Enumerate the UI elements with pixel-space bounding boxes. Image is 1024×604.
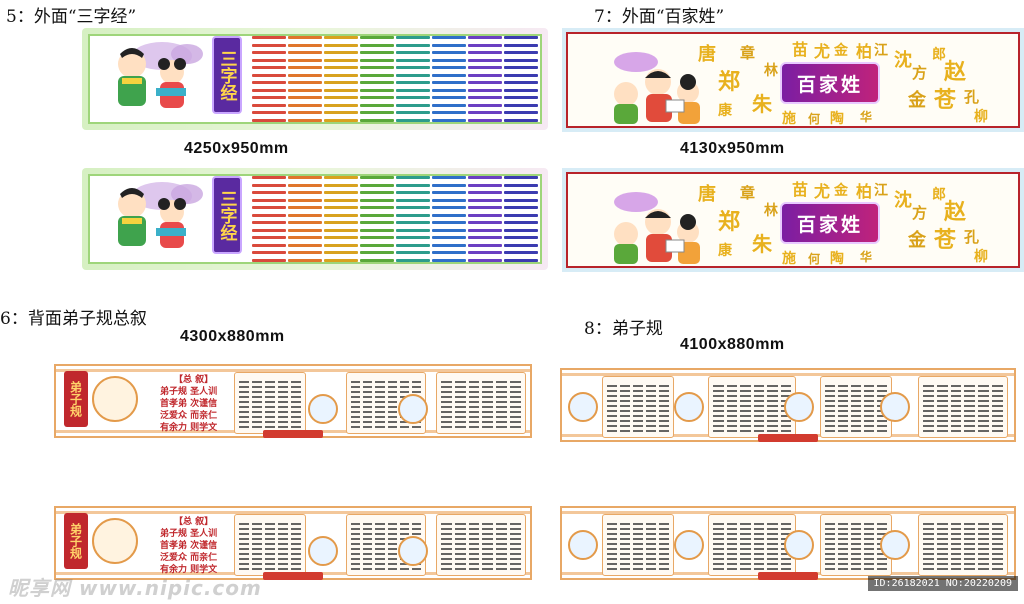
sanzijing-title-plaque: 三字经 [212,176,242,254]
baijiaxing-title-banner: 百家姓 [780,62,880,104]
text-section [820,376,892,438]
footer-tag [263,430,323,438]
baijiaxing-panel-2: 唐 郑 章 朱 林 康 苗 尤 金 柏 江 施 何 陶 华 沈 方 郎 赵 金 … [562,168,1024,272]
dizigui-summary-panel-2: 弟子规 【总 叙】 弟子规 圣人训 首孝弟 次谨信 泛爱众 而亲仁 有余力 则学… [54,506,532,580]
children-illustration [118,182,203,248]
sage-portrait [92,376,138,422]
text-section [602,514,674,576]
section-7-size: 4130x950mm [680,140,785,157]
section-8-label: 8：弟子规 [584,319,663,339]
summary-line: 弟子规 圣人训 [160,387,218,397]
dizigui-panel-2 [560,506,1016,580]
summary-line: 有余力 则学文 [160,423,218,433]
summary-line: 泛爱众 而亲仁 [160,411,218,421]
section-6-size: 4300x880mm [180,328,285,345]
summary-heading: 【总 叙】 [174,517,214,527]
summary-heading: 【总 叙】 [174,375,214,385]
footer-tag [758,572,818,580]
panel-title: 三字经 [216,49,237,101]
text-section [602,376,674,438]
children-illustration [118,42,203,108]
child-illustration [784,530,814,560]
panel-title: 百家姓 [796,73,863,96]
summary-line: 首孝弟 次谨信 [160,399,218,409]
dizigui-emblem: 弟子规 [64,371,88,427]
child-illustration [784,392,814,422]
image-id-bar: ID:26182021 NO:20220209 [867,576,1018,591]
child-illustration [308,394,338,424]
section-8-size: 4100x880mm [680,336,785,353]
section-6-label: 6：背面弟子规总叙 [0,309,147,329]
child-illustration [880,392,910,422]
summary-line: 弟子规 圣人训 [160,529,218,539]
summary-line: 首孝弟 次谨信 [160,541,218,551]
section-7-label: 7：外面“百家姓” [594,7,725,27]
dizigui-emblem: 弟子规 [64,513,88,569]
children-reading-illustration [614,52,700,124]
section-5-label: 5：外面“三字经” [6,7,137,27]
child-illustration [568,530,598,560]
verse-columns [252,36,538,122]
watermark: 昵享网 www.nipic.com [8,576,262,600]
text-section [436,514,526,576]
child-illustration [674,392,704,422]
text-section [708,376,796,438]
child-illustration [674,530,704,560]
sanzijing-panel-2: 三字经 [82,168,548,270]
sanzijing-title-plaque: 三字经 [212,36,242,114]
summary-line: 有余力 则学文 [160,565,218,575]
text-section [234,514,306,576]
text-section [918,514,1008,576]
baijiaxing-title-banner: 百家姓 [780,202,880,244]
child-illustration [568,392,598,422]
text-section [234,372,306,434]
summary-line: 泛爱众 而亲仁 [160,553,218,563]
text-section [918,376,1008,438]
verse-columns [252,176,538,262]
sanzijing-panel-1: 三字经 [82,28,548,130]
dizigui-summary-panel-1: 弟子规 【总 叙】 弟子规 圣人训 首孝弟 次谨信 泛爱众 而亲仁 有余力 则学… [54,364,532,438]
text-section [708,514,796,576]
text-section [436,372,526,434]
child-illustration [880,530,910,560]
sage-portrait [92,518,138,564]
baijiaxing-panel-1: 唐 郑 章 朱 林 康 苗 尤 金 柏 江 施 何 陶 华 沈 方 郎 赵 金 … [562,28,1024,132]
child-illustration [398,536,428,566]
footer-tag [758,434,818,442]
panel-title: 三字经 [216,189,237,241]
child-illustration [308,536,338,566]
dizigui-panel-1 [560,368,1016,442]
section-5-size: 4250x950mm [184,140,289,157]
child-illustration [398,394,428,424]
panel-title: 百家姓 [796,213,863,236]
footer-tag [263,572,323,580]
children-reading-illustration [614,192,700,264]
